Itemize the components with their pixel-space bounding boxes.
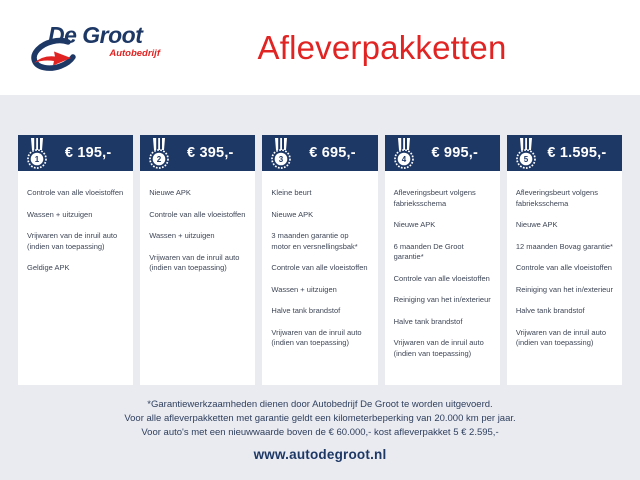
package-feature: Afleveringsbeurt volgens fabrieksschema	[515, 188, 598, 208]
website-link[interactable]: www.autodegroot.nl	[253, 447, 387, 463]
package-feature-list: Kleine beurt Nieuwe APK 3 maanden garantie…	[262, 171, 377, 360]
package-feature: Controle van alle vloeistoffen	[27, 188, 124, 197]
package-feature: Vrijwaren van de inruil auto (indien van…	[515, 327, 606, 348]
medal-number: 3	[279, 155, 284, 164]
logo-text: De Groot Autobedrijf	[48, 21, 160, 59]
package-feature: Wassen + uitzuigen	[149, 231, 215, 240]
footer-note-line: Voor alle afleverpakketten met garantie …	[124, 412, 516, 424]
package-feature: Vrijwaren van de inruil auto (indien van…	[149, 252, 240, 273]
package-feature: Halve tank brandstof	[271, 306, 341, 315]
medal-icon: 5	[515, 138, 536, 169]
package-feature: Controle van alle vloeistoffen	[393, 273, 490, 283]
package-feature-list: Controle van alle vloeistoffen Wassen + u…	[18, 171, 133, 285]
footer-note-line: *Garantiewerkzaamheden dienen door Autob…	[147, 399, 493, 410]
package-feature: 6 maanden De Groot garantie*	[393, 241, 464, 262]
logo-brand-name: De Groot	[48, 21, 143, 48]
package-feature: Wassen + uitzuigen	[271, 284, 337, 294]
package-card-header: 4 € 995,-	[384, 135, 500, 171]
package-feature: Reiniging van het in/exterieur	[393, 295, 491, 304]
page-title: Afleverpakketten	[257, 28, 507, 66]
package-feature: 12 maanden Bovag garantie*	[515, 241, 613, 251]
package-feature: Halve tank brandstof	[515, 306, 585, 315]
package-price: € 395,-	[187, 145, 234, 161]
medal-icon: 2	[149, 138, 170, 169]
packages-grid: 1 € 195,- Controle van alle vloeistoffen…	[0, 135, 640, 385]
package-feature: Halve tank brandstof	[393, 316, 463, 326]
medal-icon: 3	[271, 138, 292, 169]
package-feature: Afleveringsbeurt volgens fabrieksschema	[393, 188, 476, 208]
package-price: € 195,-	[64, 145, 112, 161]
package-feature: Reiniging van het in/exterieur	[515, 284, 613, 294]
medal-icon: 4	[393, 138, 414, 169]
package-feature: Vrijwaren van de inruil auto (indien van…	[27, 231, 118, 251]
package-card-2: 2 € 395,- Nieuwe APK Controle van alle vl…	[140, 135, 256, 385]
medal-number: 1	[35, 155, 40, 164]
logo-brand-subtitle: Autobedrijf	[109, 47, 160, 59]
package-price: € 695,-	[309, 145, 356, 161]
package-feature: Kleine beurt	[271, 188, 312, 197]
package-card-4: 4 € 995,- Afleveringsbeurt volgens fabri…	[384, 135, 500, 385]
package-feature: Controle van alle vloeistoffen	[149, 209, 246, 219]
package-feature: Controle van alle vloeistoffen	[515, 263, 612, 272]
package-card-header: 2 € 395,-	[140, 135, 256, 171]
package-feature: Vrijwaren van de inruil auto (indien van…	[393, 338, 484, 358]
package-feature: Nieuwe APK	[271, 209, 314, 219]
package-card-5: 5 € 1.595,- Afleveringsbeurt volgens fab…	[506, 135, 623, 385]
footer-notes: *Garantiewerkzaamheden dienen door Autob…	[0, 398, 640, 439]
medal-number: 5	[524, 155, 529, 164]
page-body: 1 € 195,- Controle van alle vloeistoffen…	[0, 95, 640, 480]
package-feature-list: Nieuwe APK Controle van alle vloeistoffen…	[140, 171, 255, 285]
package-feature: Nieuwe APK	[149, 188, 191, 197]
package-card-header: 5 € 1.595,-	[506, 135, 623, 171]
package-feature: Nieuwe APK	[393, 220, 436, 229]
medal-number: 4	[401, 155, 406, 164]
package-card-header: 3 € 695,-	[262, 135, 378, 171]
package-card-3: 3 € 695,- Kleine beurt Nieuwe APK 3 maande…	[262, 135, 378, 385]
package-feature: Vrijwaren van de inruil auto (indien van…	[271, 327, 362, 348]
package-feature: Nieuwe APK	[515, 220, 558, 229]
package-feature: 3 maanden garantie op motor en versnelli…	[271, 231, 358, 251]
page-header: De Groot Autobedrijf Afleverpakketten	[0, 0, 640, 95]
package-feature: Geldige APK	[27, 263, 70, 272]
footer-note-line: Voor auto's met een nieuwwaarde boven de…	[141, 426, 499, 438]
medal-number: 2	[157, 155, 162, 164]
logo-swoosh-icon	[31, 37, 76, 71]
package-card-header: 1 € 195,-	[18, 135, 134, 171]
package-card-1: 1 € 195,- Controle van alle vloeistoffen…	[18, 135, 134, 385]
package-feature: Wassen + uitzuigen	[27, 209, 93, 219]
package-price: € 995,-	[431, 145, 478, 161]
package-price: € 1.595,-	[547, 145, 607, 161]
de-groot-logo: De Groot Autobedrijf	[22, 22, 160, 74]
package-feature-list: Afleveringsbeurt volgens fabrieksschema N…	[507, 171, 622, 360]
package-feature-list: Afleveringsbeurt volgens fabrieksschema N…	[385, 171, 500, 370]
package-feature: Controle van alle vloeistoffen	[271, 263, 368, 272]
medal-icon: 1	[27, 138, 47, 169]
